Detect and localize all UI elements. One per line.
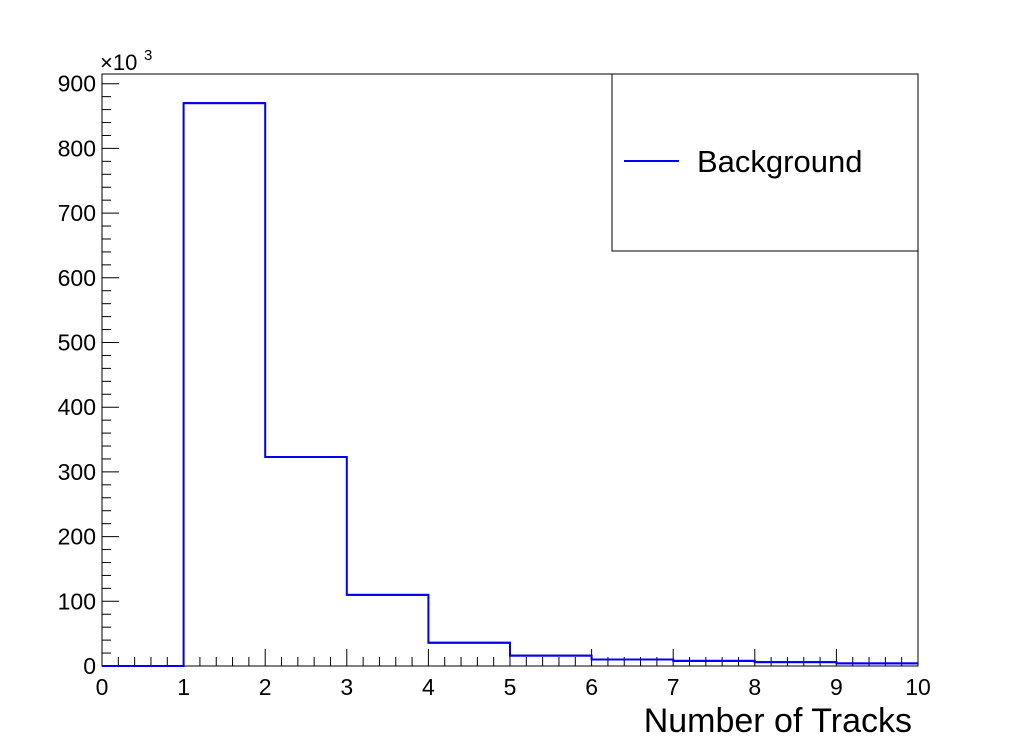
x-tick-label: 3 [340, 674, 353, 700]
x-tick-label: 4 [422, 674, 435, 700]
y-axis-multiplier-exponent: 3 [144, 47, 152, 64]
x-tick-label: 7 [667, 674, 680, 700]
y-tick-label: 300 [58, 459, 96, 485]
x-axis-title: Number of Tracks [644, 702, 912, 740]
y-tick-label: 900 [58, 71, 96, 97]
x-tick-label: 8 [748, 674, 761, 700]
y-axis-multiplier: ×10 [100, 50, 137, 75]
x-tick-label: 0 [96, 674, 109, 700]
x-tick-label: 2 [259, 674, 272, 700]
x-tick-label: 1 [177, 674, 190, 700]
y-tick-label: 0 [83, 653, 96, 679]
legend-entry-label: Background [697, 144, 862, 179]
axis-labels: 0 1 2 3 4 5 6 7 8 9 100100200300400500600700800900… [58, 47, 931, 740]
y-tick-label: 700 [58, 200, 96, 226]
y-tick-label: 200 [58, 524, 96, 550]
y-tick-label: 100 [58, 588, 96, 614]
x-tick-label: 6 [585, 674, 598, 700]
x-tick-label: 5 [504, 674, 517, 700]
legend-box [611, 73, 919, 252]
y-tick-label: 400 [58, 394, 96, 420]
y-tick-label: 600 [58, 265, 96, 291]
y-tick-label: 500 [58, 330, 96, 356]
x-tick-label: 9 [830, 674, 843, 700]
y-tick-label: 800 [58, 135, 96, 161]
x-tick-label: 10 [905, 674, 931, 700]
legend: Background [611, 73, 919, 252]
series-layer [102, 102, 918, 667]
